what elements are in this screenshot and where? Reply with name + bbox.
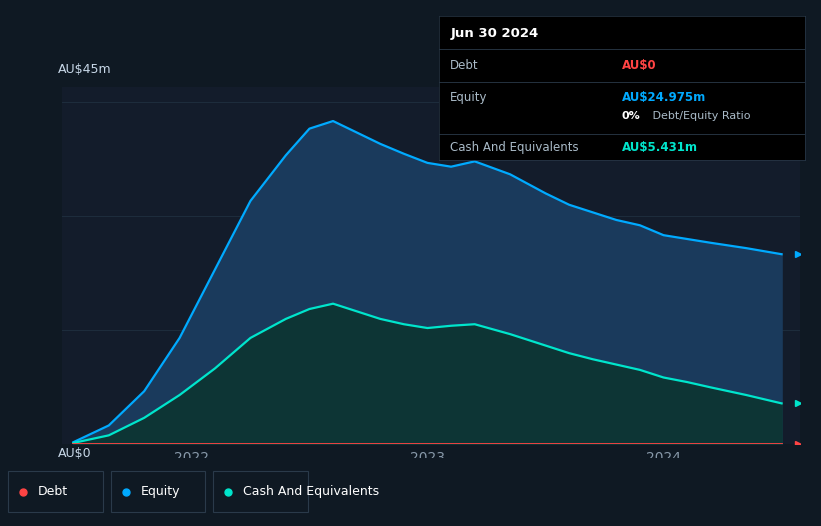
Text: Debt/Equity Ratio: Debt/Equity Ratio bbox=[649, 112, 751, 122]
Text: AU$24.975m: AU$24.975m bbox=[622, 91, 706, 104]
Text: Cash And Equivalents: Cash And Equivalents bbox=[450, 141, 579, 154]
Text: Equity: Equity bbox=[450, 91, 488, 104]
Text: AU$5.431m: AU$5.431m bbox=[622, 141, 698, 154]
Text: AU$0: AU$0 bbox=[622, 59, 657, 72]
Text: 0%: 0% bbox=[622, 112, 640, 122]
Text: Cash And Equivalents: Cash And Equivalents bbox=[243, 485, 379, 498]
Text: Debt: Debt bbox=[38, 485, 68, 498]
Text: Jun 30 2024: Jun 30 2024 bbox=[450, 27, 539, 39]
Text: Debt: Debt bbox=[450, 59, 479, 72]
Text: AU$45m: AU$45m bbox=[57, 63, 111, 76]
Text: Equity: Equity bbox=[140, 485, 180, 498]
Text: AU$0: AU$0 bbox=[57, 447, 91, 460]
